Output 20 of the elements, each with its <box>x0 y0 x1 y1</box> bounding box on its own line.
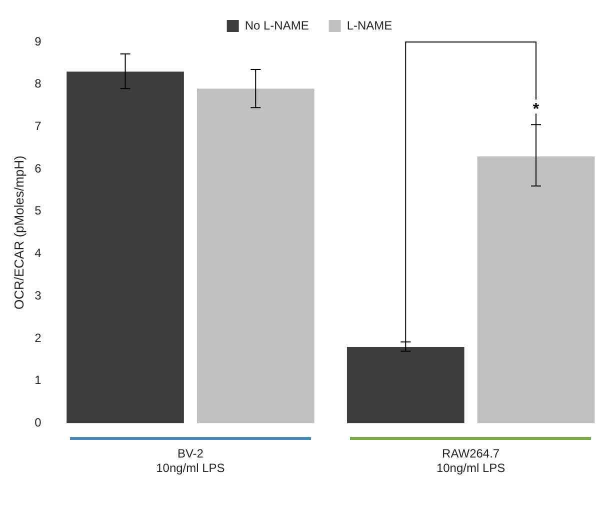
bar <box>196 88 314 424</box>
x-tick-label: BV-2 10ng/ml LPS <box>156 446 225 476</box>
y-tick-label: 7 <box>34 119 42 134</box>
y-tick-label: 0 <box>34 416 42 430</box>
y-tick-label: 6 <box>34 161 42 176</box>
y-tick-label: 2 <box>34 330 42 345</box>
y-tick-label: 4 <box>34 246 42 260</box>
y-tick-label: 9 <box>34 34 42 48</box>
y-tick-label: 3 <box>34 288 42 302</box>
y-tick-label: 1 <box>34 373 42 388</box>
y-tick-label: 8 <box>34 76 42 91</box>
legend-label: L-NAME <box>346 18 392 32</box>
bar <box>66 72 184 424</box>
y-tick-label: 5 <box>34 204 42 218</box>
legend-label: No L-NAME <box>244 18 309 32</box>
bar <box>346 346 464 424</box>
y-axis-title: OCR/ECAR (pMoles/mpH) <box>11 156 26 310</box>
x-tick-label: RAW264.7 10ng/ml LPS <box>436 446 506 476</box>
bar <box>477 156 595 424</box>
annotation: * <box>532 101 540 118</box>
